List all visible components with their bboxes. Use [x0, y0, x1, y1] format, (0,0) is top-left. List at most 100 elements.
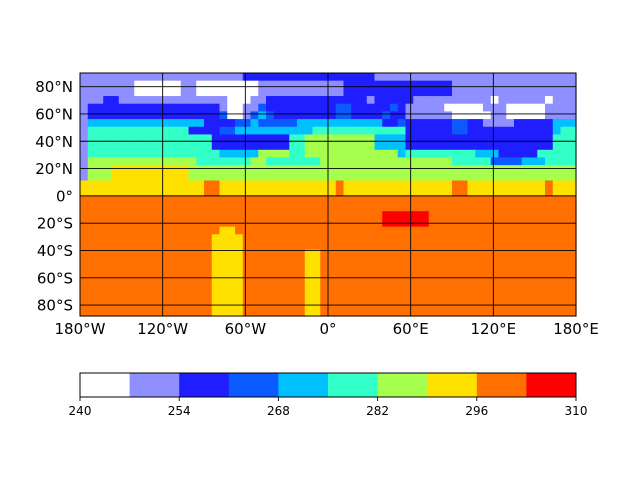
heatmap-cell — [273, 111, 283, 120]
heatmap-cell — [289, 295, 298, 304]
heatmap-cell — [258, 311, 267, 317]
heatmap-cell — [568, 80, 577, 89]
heatmap-cell — [258, 211, 267, 220]
heatmap-cell — [312, 303, 321, 312]
heatmap-cell — [568, 203, 577, 212]
heatmap-cell — [452, 257, 461, 266]
colorbar-tick-label: 310 — [565, 404, 588, 418]
heatmap-cell — [242, 295, 252, 304]
heatmap-cell — [452, 134, 461, 143]
heatmap-cell — [514, 195, 523, 205]
heatmap-cell — [529, 180, 538, 189]
heatmap-cell — [390, 126, 399, 136]
heatmap-cell — [328, 272, 337, 281]
heatmap-cell — [281, 249, 290, 258]
heatmap-cell — [459, 157, 469, 166]
heatmap-cell — [266, 272, 275, 281]
heatmap-cell — [328, 257, 337, 266]
heatmap-cell — [188, 103, 197, 112]
heatmap-cell — [335, 234, 345, 243]
heatmap-cell — [157, 295, 166, 304]
heatmap-cell — [366, 80, 376, 89]
heatmap-cell — [173, 257, 182, 266]
heatmap-cell — [250, 288, 259, 297]
heatmap-cell — [103, 103, 112, 112]
heatmap-cell — [545, 180, 554, 189]
heatmap-cell — [521, 188, 531, 197]
heatmap-cell — [467, 165, 476, 174]
heatmap-cell — [95, 295, 104, 304]
heatmap-cell — [180, 172, 190, 182]
heatmap-cell — [165, 134, 174, 143]
heatmap-cell — [103, 203, 112, 212]
heatmap-cell — [490, 172, 500, 182]
heatmap-cell — [289, 303, 298, 312]
heatmap-cell — [149, 119, 159, 128]
heatmap-cell — [196, 73, 205, 82]
heatmap-cell — [250, 88, 259, 97]
heatmap-cell — [444, 295, 453, 304]
heatmap-cell — [413, 149, 422, 159]
heatmap-cell — [281, 165, 290, 174]
heatmap-cell — [351, 157, 360, 166]
heatmap-cell — [235, 172, 244, 182]
heatmap-cell — [459, 272, 469, 281]
heatmap-cell — [320, 80, 329, 89]
heatmap-cell — [421, 272, 430, 281]
heatmap-cell — [142, 149, 151, 159]
heatmap-cell — [173, 311, 182, 317]
heatmap-cell — [242, 142, 252, 151]
heatmap-cell — [335, 80, 345, 89]
heatmap-cell — [397, 165, 407, 174]
heatmap-cell — [436, 96, 445, 105]
heatmap-cell — [359, 80, 368, 89]
heatmap-cell — [390, 303, 399, 312]
heatmap-cell — [413, 165, 422, 174]
heatmap-cell — [483, 195, 492, 205]
heatmap-cell — [552, 241, 562, 251]
heatmap-cell — [328, 88, 337, 97]
heatmap-cell — [537, 280, 546, 289]
heatmap-cell — [227, 311, 236, 317]
heatmap-cell — [382, 134, 391, 143]
heatmap-cell — [568, 311, 577, 317]
heatmap-cell — [521, 311, 531, 317]
heatmap-cell — [568, 96, 577, 105]
heatmap-cell — [250, 149, 259, 159]
heatmap-cell — [537, 226, 546, 235]
heatmap-cell — [188, 272, 197, 281]
heatmap-cell — [475, 264, 484, 274]
heatmap-cell — [529, 211, 538, 220]
heatmap-cell — [514, 180, 523, 189]
heatmap-cell — [304, 134, 314, 143]
heatmap-cell — [95, 241, 104, 251]
heatmap-cell — [242, 241, 252, 251]
heatmap-cell — [80, 288, 89, 297]
heatmap-cell — [521, 303, 531, 312]
heatmap-cell — [351, 264, 360, 274]
heatmap-cell — [281, 142, 290, 151]
heatmap-cell — [390, 73, 399, 82]
heatmap-cell — [335, 165, 345, 174]
heatmap-cell — [235, 280, 244, 289]
heatmap-cell — [483, 111, 492, 120]
heatmap-cell — [452, 126, 461, 136]
heatmap-cell — [173, 134, 182, 143]
heatmap-cell — [413, 280, 422, 289]
heatmap-cell — [405, 103, 414, 112]
heatmap-cell — [188, 311, 197, 317]
heatmap-cell — [506, 311, 515, 317]
heatmap-cell — [483, 249, 492, 258]
heatmap-cell — [328, 241, 337, 251]
heatmap-cell — [405, 134, 414, 143]
heatmap-cell — [529, 288, 538, 297]
heatmap-cell — [560, 188, 569, 197]
colorbar-swatch — [179, 373, 230, 397]
heatmap-cell — [506, 142, 515, 151]
heatmap-cell — [537, 257, 546, 266]
heatmap-cell — [351, 80, 360, 89]
heatmap-cell — [467, 88, 476, 97]
heatmap-cell — [180, 226, 190, 235]
heatmap-cell — [235, 119, 244, 128]
heatmap-cell — [452, 80, 461, 89]
